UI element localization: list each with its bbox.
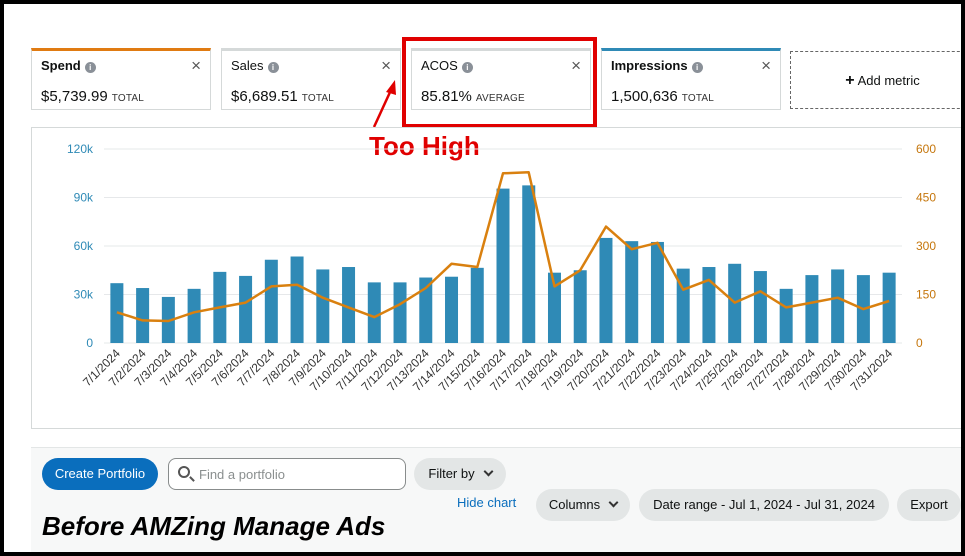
chart-bar [393, 282, 407, 343]
close-icon[interactable]: × [571, 56, 581, 75]
chart-panel: 0 0 30k 150 60k 300 90k 450 120k 600 7/1/2024 7/2/2… [31, 127, 961, 429]
metric-title: Spend i [41, 58, 96, 73]
chart-bar [779, 288, 793, 343]
plus-icon: + [845, 72, 855, 89]
chevron-down-icon [483, 466, 494, 477]
metric-value: 1,500,636 TOTAL [611, 88, 715, 105]
chart-bar [882, 272, 896, 343]
info-icon[interactable]: i [267, 62, 279, 73]
columns-button[interactable]: Columns [536, 489, 630, 521]
annotation-label: Too High [369, 131, 480, 161]
export-button[interactable]: Export [897, 489, 961, 521]
metric-title: Sales i [231, 58, 279, 73]
chart-bar [316, 269, 330, 343]
y-right-tick-label: 0 [916, 336, 923, 350]
y-right-tick-label: 450 [916, 191, 936, 205]
chart-bar [625, 241, 639, 343]
chart-bar [547, 272, 561, 343]
info-icon[interactable]: i [461, 62, 473, 73]
chart-bar [573, 270, 587, 343]
chart-bar [805, 275, 819, 343]
chart-bar [470, 267, 484, 343]
filter-by-button[interactable]: Filter by [414, 458, 506, 490]
metric-card-impressions[interactable]: Impressions i × 1,500,636 TOTAL [601, 48, 781, 110]
y-left-tick-label: 30k [74, 288, 94, 302]
metric-value: $6,689.51 TOTAL [231, 88, 335, 105]
acos-highlight-box [402, 37, 597, 128]
metric-card-acos[interactable]: ACOS i × 85.81% AVERAGE [411, 48, 591, 110]
chart-bar [496, 188, 510, 343]
chart-bar [367, 282, 381, 343]
caption: Before AMZing Manage Ads [42, 511, 386, 541]
chart-bar [599, 237, 613, 343]
y-right-tick-label: 150 [916, 288, 936, 302]
chart-bar [264, 259, 278, 343]
chart-bar [753, 271, 767, 343]
chevron-down-icon [608, 497, 619, 508]
annotation-arrow-icon [372, 80, 396, 128]
create-portfolio-button[interactable]: Create Portfolio [42, 458, 158, 490]
hide-chart-link[interactable]: Hide chart [457, 495, 517, 510]
y-left-tick-label: 0 [86, 336, 93, 350]
y-right-tick-label: 600 [916, 142, 936, 156]
chart-bar [342, 267, 356, 343]
chart-bar [445, 276, 459, 343]
chart-bar [831, 269, 845, 343]
close-icon[interactable]: × [381, 56, 391, 75]
y-left-tick-label: 90k [74, 191, 94, 205]
search-icon [178, 466, 190, 478]
chart-bar [290, 256, 304, 343]
y-left-tick-label: 60k [74, 239, 94, 253]
chart-bar [239, 275, 253, 343]
metric-title: Impressions i [611, 58, 703, 73]
metric-value: 85.81% AVERAGE [421, 88, 525, 105]
add-metric-button[interactable]: + Add metric [790, 51, 961, 109]
metric-card-sales[interactable]: Sales i × $6,689.51 TOTAL [221, 48, 401, 110]
metric-value: $5,739.99 TOTAL [41, 88, 145, 105]
date-range-button[interactable]: Date range - Jul 1, 2024 - Jul 31, 2024 [639, 489, 889, 521]
close-icon[interactable]: × [761, 56, 771, 75]
search-field[interactable] [168, 458, 406, 490]
chart-bar [419, 277, 433, 343]
chart-bar [702, 267, 716, 343]
chart-bar [522, 185, 536, 343]
metric-card-spend[interactable]: Spend i × $5,739.99 TOTAL [31, 48, 211, 110]
y-right-tick-label: 300 [916, 239, 936, 253]
chart-bar [187, 288, 201, 343]
y-left-tick-label: 120k [67, 142, 94, 156]
chart-bar [650, 241, 664, 343]
metric-title: ACOS i [421, 58, 473, 73]
chart-bar [136, 288, 150, 343]
info-icon[interactable]: i [691, 62, 703, 73]
info-icon[interactable]: i [84, 62, 96, 73]
search-input[interactable] [199, 459, 399, 489]
acos-line-series [116, 171, 890, 323]
close-icon[interactable]: × [191, 56, 201, 75]
